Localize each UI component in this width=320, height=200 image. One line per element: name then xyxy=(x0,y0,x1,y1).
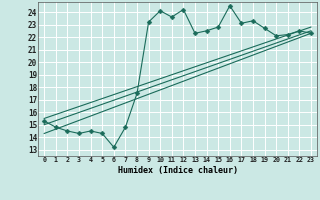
X-axis label: Humidex (Indice chaleur): Humidex (Indice chaleur) xyxy=(118,166,238,175)
